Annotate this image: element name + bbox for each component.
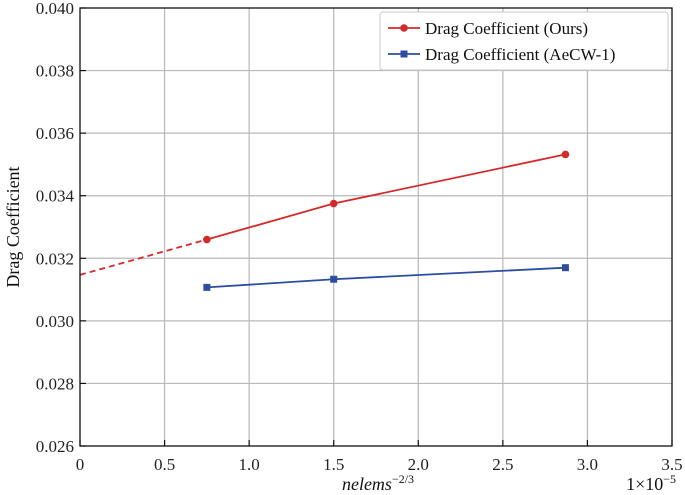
y-tick-label: 0.028 (36, 374, 74, 393)
series-extrapolation-line (79, 238, 208, 276)
x-tick-label: 2.5 (492, 455, 513, 474)
data-point (561, 150, 570, 159)
legend-entry: Drag Coefficient (Ours) (388, 19, 588, 38)
x-axis-title-main: nelems (342, 474, 392, 494)
series-2 (203, 264, 569, 291)
grid (80, 8, 672, 446)
data-point (330, 275, 338, 283)
y-tick-label: 0.026 (36, 437, 74, 456)
x-tick-label: 3.0 (577, 455, 598, 474)
x-tick-label: 0 (76, 455, 85, 474)
legend-label: Drag Coefficient (AeCW-1) (425, 45, 615, 64)
legend-marker (400, 24, 408, 32)
tick-labels: 0 0.5 1.0 1.5 2.0 2.5 3.0 3.5 0.026 0.028 0.030 0.0… (36, 0, 683, 474)
x-multiplier-exponent: −5 (663, 472, 676, 486)
series-line (206, 266, 566, 289)
x-tick-label: 3.5 (661, 455, 682, 474)
legend-entry: Drag Coefficient (AeCW-1) (388, 45, 615, 64)
series-line (206, 153, 566, 241)
ticks (79, 7, 673, 447)
y-tick-label: 0.038 (36, 62, 74, 81)
y-tick-label: 0.030 (36, 312, 74, 331)
x-multiplier: 1×10−5 (626, 472, 676, 494)
x-tick-label: 0.5 (154, 455, 175, 474)
x-tick-label: 1.5 (323, 455, 344, 474)
y-tick-label: 0.034 (36, 187, 75, 206)
legend-marker (400, 50, 408, 58)
y-axis-title: Drag Coefficient (3, 166, 23, 287)
x-axis-title-superscript: −2/3 (392, 472, 414, 486)
legend-box (379, 11, 669, 71)
legend: Drag Coefficient (Ours) Drag Coefficient … (379, 11, 669, 71)
y-tick-label: 0.036 (36, 124, 74, 143)
data-point (203, 283, 211, 291)
data-point (561, 264, 569, 272)
x-tick-label: 1.0 (239, 455, 260, 474)
legend-label: Drag Coefficient (Ours) (425, 19, 588, 38)
x-axis-title: nelems−2/3 (342, 472, 414, 494)
series-layer (79, 150, 570, 291)
series-1 (79, 150, 570, 276)
plot-frame (79, 7, 673, 447)
x-multiplier-base: 1×10 (626, 474, 663, 494)
data-point (203, 235, 211, 244)
data-point (329, 199, 338, 208)
x-tick-label: 2.0 (408, 455, 429, 474)
y-tick-label: 0.040 (36, 0, 74, 18)
y-tick-label: 0.032 (36, 249, 74, 268)
